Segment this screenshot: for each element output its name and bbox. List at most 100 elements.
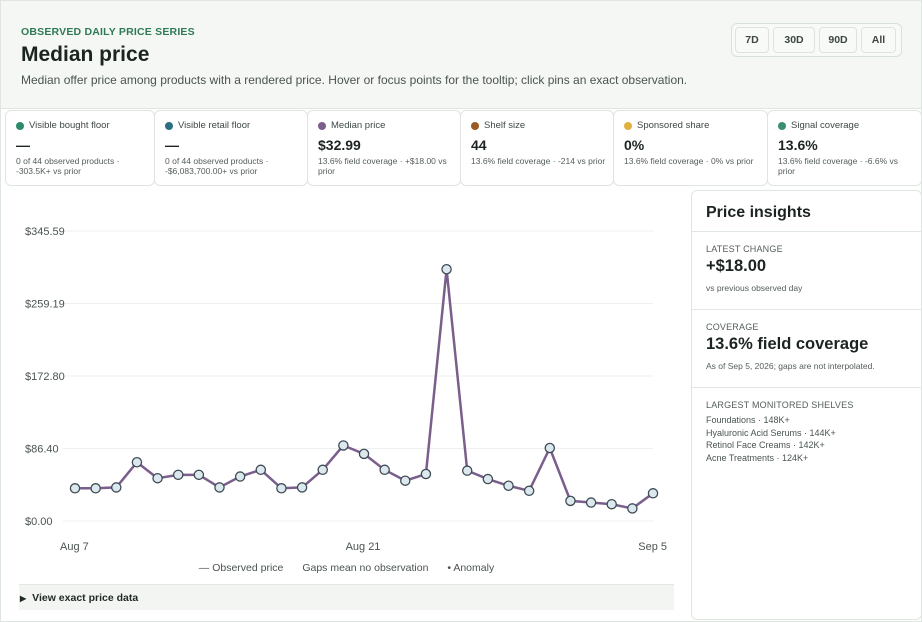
caret-right-icon: ▶ bbox=[20, 594, 27, 603]
shelf-item: Foundations · 148K+ bbox=[706, 415, 790, 425]
coverage-section: COVERAGE 13.6% field coverage As of Sep … bbox=[692, 309, 921, 387]
data-point[interactable] bbox=[317, 464, 328, 476]
view-price-data-label: View exact price data bbox=[32, 592, 139, 604]
shelf-item: Retinol Face Creams · 142K+ bbox=[706, 440, 825, 451]
data-point[interactable] bbox=[379, 464, 390, 476]
y-tick-label: $259.19 bbox=[25, 299, 65, 311]
series-line bbox=[75, 268, 654, 510]
data-point[interactable] bbox=[234, 471, 246, 482]
metric-label: Signal coverage bbox=[791, 120, 860, 131]
metric-dot-icon bbox=[318, 121, 326, 130]
range-all-button[interactable]: All bbox=[861, 27, 896, 53]
metric-value: 0% bbox=[624, 137, 645, 153]
data-point[interactable] bbox=[296, 482, 308, 493]
coverage-note: As of Sep 5, 2026; gaps are not interpol… bbox=[706, 361, 875, 371]
latest-change-section: LATEST CHANGE +$18.00 vs previous observ… bbox=[692, 231, 921, 309]
metric-sub: 13.6% field coverage · +$18.00 vs prior bbox=[318, 156, 447, 176]
price-line-chart: $345.59 $259.19 $172.80 $86.40 $0.00 Aug 7 Aug… bbox=[25, 226, 667, 553]
shelves-section: LARGEST MONITORED SHELVES Foundations · … bbox=[692, 387, 921, 477]
metric-sub: 13.6% field coverage · 0% vs prior bbox=[624, 156, 754, 166]
data-point[interactable] bbox=[627, 503, 638, 514]
metric-dot-icon bbox=[624, 121, 632, 130]
data-point[interactable] bbox=[69, 483, 81, 494]
coverage-caption: COVERAGE bbox=[706, 322, 759, 332]
data-point[interactable] bbox=[585, 497, 597, 508]
shelf-item: Acne Treatments · 124K+ bbox=[706, 453, 809, 464]
data-point[interactable] bbox=[503, 480, 514, 492]
data-point[interactable] bbox=[523, 485, 535, 497]
view-price-data-toggle[interactable]: ▶ View exact price data bbox=[19, 584, 674, 610]
range-30d-button[interactable]: 30D bbox=[773, 27, 815, 53]
latest-change-value: +$18.00 bbox=[706, 257, 767, 275]
shelf-item: Hyaluronic Acid Serums · 144K+ bbox=[706, 427, 836, 438]
data-point[interactable] bbox=[606, 498, 617, 510]
data-point[interactable] bbox=[90, 483, 101, 494]
range-90d-button[interactable]: 90D bbox=[819, 27, 857, 53]
data-point[interactable] bbox=[111, 482, 122, 493]
metric-label: Shelf size bbox=[484, 120, 526, 131]
y-tick-label: $172.80 bbox=[25, 371, 65, 383]
metric-value: $32.99 bbox=[318, 137, 361, 153]
data-point[interactable] bbox=[172, 469, 184, 481]
metric-card[interactable]: Signal coverage 13.6% 13.6% field covera… bbox=[767, 110, 922, 186]
x-tick-label: Aug 21 bbox=[346, 541, 381, 553]
y-tick-label: $86.40 bbox=[25, 443, 59, 455]
metric-value: 13.6% bbox=[778, 137, 818, 153]
range-7d-button[interactable]: 7D bbox=[735, 27, 769, 53]
metric-dot-icon bbox=[778, 121, 786, 130]
data-point[interactable] bbox=[420, 468, 432, 480]
data-point[interactable] bbox=[276, 483, 287, 494]
metric-label: Sponsored share bbox=[637, 120, 710, 131]
insights-title: Price insights bbox=[706, 204, 811, 221]
data-point[interactable] bbox=[544, 442, 556, 454]
metric-cards: Visible bought floor — 0 of 44 observed … bbox=[5, 110, 922, 186]
data-point[interactable] bbox=[400, 475, 411, 486]
x-tick-label: Sep 5 bbox=[638, 541, 667, 553]
data-point[interactable] bbox=[565, 495, 576, 507]
legend-anomaly: • Anomaly bbox=[447, 562, 495, 574]
data-point[interactable] bbox=[461, 465, 473, 476]
range-selector: 7D 30D 90D All bbox=[731, 23, 902, 57]
latest-change-caption: LATEST CHANGE bbox=[706, 244, 783, 254]
data-point[interactable] bbox=[214, 482, 225, 493]
chart-header: OBSERVED DAILY PRICE SERIES Median price… bbox=[1, 1, 921, 109]
metric-sub: 0 of 44 observed products · -303.5K+ vs … bbox=[16, 156, 120, 176]
legend-observed-price: — Observed price bbox=[198, 562, 284, 574]
x-tick-label: Aug 7 bbox=[60, 541, 89, 553]
y-tick-label: $345.59 bbox=[25, 226, 65, 238]
metric-sub: 0 of 44 observed products · -$6,083,700.… bbox=[165, 156, 269, 176]
metric-dot-icon bbox=[471, 121, 479, 130]
data-point[interactable] bbox=[338, 440, 349, 451]
series-eyebrow: OBSERVED DAILY PRICE SERIES bbox=[21, 26, 195, 38]
price-insights-panel: Price insights LATEST CHANGE +$18.00 vs … bbox=[691, 190, 922, 620]
page-title: Median price bbox=[21, 43, 150, 66]
metric-card[interactable]: Visible bought floor — 0 of 44 observed … bbox=[5, 110, 155, 186]
metric-card[interactable]: Sponsored share 0% 13.6% field coverage … bbox=[613, 110, 768, 186]
shelves-caption: LARGEST MONITORED SHELVES bbox=[706, 400, 854, 410]
metric-card[interactable]: Median price $32.99 13.6% field coverage… bbox=[307, 110, 461, 186]
chart-legend: — Observed price Gaps mean no observatio… bbox=[5, 562, 688, 574]
metric-value: — bbox=[16, 137, 30, 153]
metric-sub: 13.6% field coverage · -214 vs prior bbox=[471, 156, 606, 166]
legend-gaps-note: Gaps mean no observation bbox=[302, 562, 429, 574]
data-point[interactable] bbox=[193, 469, 205, 481]
metric-value: 44 bbox=[471, 137, 487, 153]
data-point[interactable] bbox=[441, 264, 452, 275]
chart-description: Median offer price among products with a… bbox=[21, 73, 688, 87]
metric-label: Visible bought floor bbox=[29, 120, 110, 131]
metric-dot-icon bbox=[165, 121, 173, 130]
data-point[interactable] bbox=[358, 448, 370, 460]
metric-sub: 13.6% field coverage · -6.6% vs prior bbox=[778, 156, 899, 176]
data-point[interactable] bbox=[482, 473, 494, 485]
data-point[interactable] bbox=[255, 464, 267, 476]
data-point[interactable] bbox=[131, 457, 143, 468]
data-point[interactable] bbox=[647, 488, 659, 499]
data-point[interactable] bbox=[152, 472, 163, 484]
metric-value: — bbox=[165, 137, 179, 153]
y-tick-label: $0.00 bbox=[25, 516, 53, 528]
metric-card[interactable]: Visible retail floor — 0 of 44 observed … bbox=[154, 110, 308, 186]
metric-label: Median price bbox=[331, 120, 386, 131]
latest-change-note: vs previous observed day bbox=[706, 283, 803, 293]
metric-card[interactable]: Shelf size 44 13.6% field coverage · -21… bbox=[460, 110, 614, 186]
metric-dot-icon bbox=[16, 121, 24, 130]
